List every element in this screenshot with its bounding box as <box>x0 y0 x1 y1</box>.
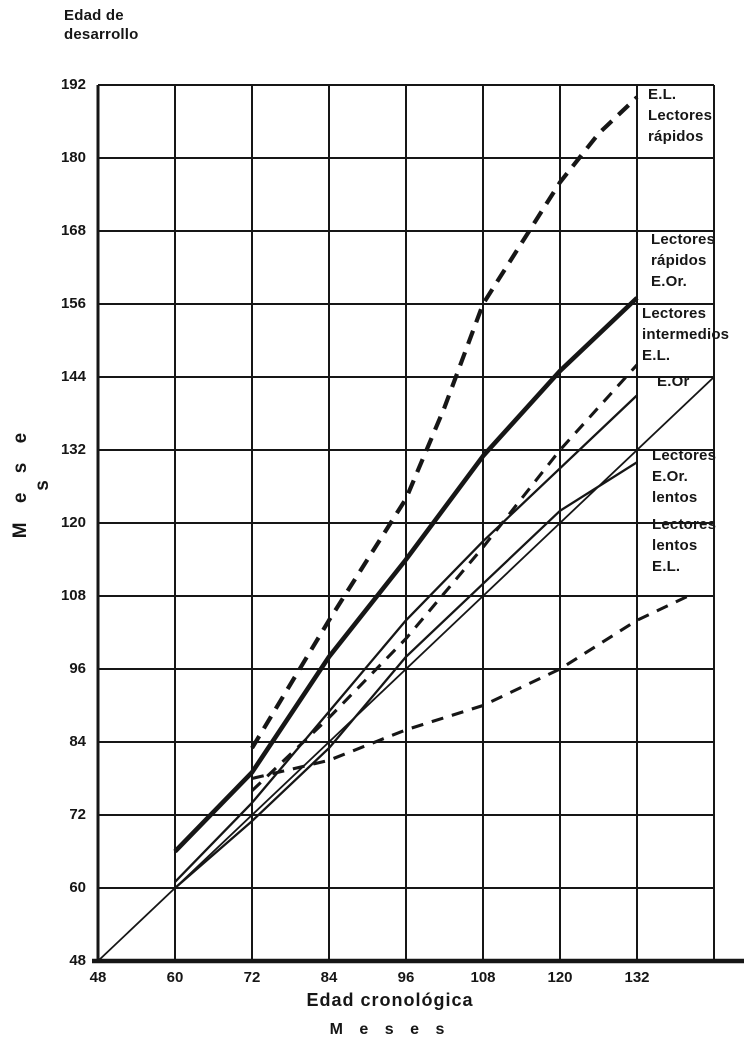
x-tick-label-48: 48 <box>89 969 107 986</box>
series-label-line: Lectores <box>651 231 716 248</box>
series-label-line: rápidos <box>648 128 704 145</box>
series-label-line: Lectores <box>642 305 707 322</box>
y-axis-corner-title: Edad de desarrollo <box>64 6 139 44</box>
y-tick-label-132: 132 <box>60 441 86 458</box>
x-tick-label-120: 120 <box>547 969 573 986</box>
series-line-identity <box>97 376 715 962</box>
x-tick-label-72: 72 <box>243 969 261 986</box>
series-label-line: E.Or. <box>652 468 689 485</box>
series-line-lentos-eor <box>174 461 638 889</box>
y-tick-label-84: 84 <box>69 733 86 750</box>
x-axis-title: Edad cronológica <box>306 990 474 1010</box>
y-tick-label-192: 192 <box>60 76 86 93</box>
series-label-lentos-eor: Lectores E.Or. lentos <box>652 445 716 508</box>
series-label-line: Lectores <box>652 447 717 464</box>
x-tick-label-96: 96 <box>397 969 415 986</box>
corner-title-line1: Edad de <box>64 7 124 24</box>
y-tick-label-72: 72 <box>69 806 86 823</box>
series-label-line: E.L. <box>642 347 671 364</box>
x-tick-label-60: 60 <box>166 969 184 986</box>
series-label-line: E.Or. <box>651 273 688 290</box>
series-label-line: E.L. <box>652 558 681 575</box>
series-label-rapidos-eor: Lectores rápidos E.Or. <box>651 229 715 292</box>
x-tick-label-84: 84 <box>320 969 338 986</box>
series-label-intermedios-el: Lectores intermedios E.L. <box>642 303 729 366</box>
y-tick-label-180: 180 <box>60 149 86 166</box>
corner-title-line2: desarrollo <box>64 26 139 43</box>
x-tick-label-132: 132 <box>624 969 650 986</box>
series-label-line: rápidos <box>651 252 707 269</box>
y-tick-label-168: 168 <box>60 222 86 239</box>
series-label-line: E.L. <box>648 86 677 103</box>
gridlines <box>97 84 715 962</box>
x-tick-label-108: 108 <box>470 969 496 986</box>
series-label-line: intermedios <box>642 326 730 343</box>
series-line-intermedios-eor <box>174 394 638 883</box>
series-line-rapidos-eor <box>173 296 639 854</box>
series-label-line: E.Or <box>657 373 690 390</box>
x-axis-unit-label: M e s e s <box>329 1021 451 1038</box>
y-tick-label-48: 48 <box>69 952 86 969</box>
y-tick-label-108: 108 <box>60 587 86 604</box>
y-tick-label-60: 60 <box>69 879 86 896</box>
y-tick-label-144: 144 <box>60 368 86 385</box>
series-label-line: lentos <box>652 537 698 554</box>
series-label-line: Lectores <box>652 516 717 533</box>
series-label-rapidos-el: E.L. Lectores rápidos <box>648 84 712 147</box>
series-line-rapidos-el <box>250 95 639 750</box>
y-tick-label-96: 96 <box>69 660 86 677</box>
series-line-intermedios-el <box>250 363 639 792</box>
series-label-line: Lectores <box>648 107 713 124</box>
series-label-line: lentos <box>652 489 698 506</box>
series-label-intermedios-eor: E.Or <box>657 371 689 392</box>
y-tick-label-156: 156 <box>60 295 86 312</box>
y-tick-label-120: 120 <box>60 514 86 531</box>
series-line-lentos-el <box>251 594 689 781</box>
series-label-lentos-el: Lectores lentos E.L. <box>652 514 716 577</box>
